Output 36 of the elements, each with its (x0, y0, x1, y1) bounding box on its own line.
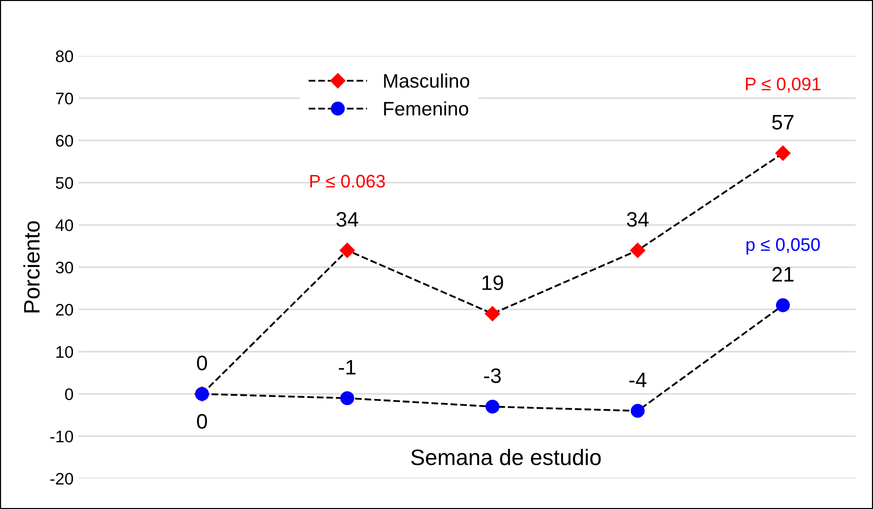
point (340, 391, 354, 406)
y-tick-label: -10 (50, 430, 74, 442)
y-tick-label: 40 (56, 219, 74, 232)
data-label: 0 (197, 356, 207, 370)
y-axis-title: Porciento (23, 221, 40, 312)
data-label: 21 (772, 266, 794, 282)
point (775, 146, 790, 161)
annotation: P ≤ 0,091 (746, 78, 820, 93)
data-label: 34 (336, 212, 358, 227)
y-tick-label: 80 (56, 50, 74, 62)
y-tick-label: -20 (50, 472, 74, 485)
point (340, 242, 355, 258)
data-label: 34 (626, 212, 649, 227)
x-axis-title: Semana de estudio (411, 448, 601, 466)
point (630, 404, 645, 418)
point (484, 306, 500, 322)
y-tick-label: 70 (56, 92, 74, 104)
data-label: -4 (629, 372, 646, 388)
data-label: -1 (338, 360, 356, 374)
data-label: 0 (197, 414, 207, 429)
y-tick-label: 0 (65, 388, 74, 400)
annotation: p ≤ 0,050 (746, 238, 820, 255)
data-label: 57 (772, 115, 794, 130)
y-tick-label: 20 (56, 304, 74, 316)
y-tick-label: 30 (56, 262, 74, 274)
annotation: P ≤ 0.063 (310, 174, 385, 188)
legend-label: Masculino (384, 73, 470, 88)
point (776, 298, 790, 312)
data-label: -3 (484, 368, 501, 384)
point (630, 242, 646, 258)
legend-label: Femenino (384, 101, 468, 116)
point (486, 400, 500, 414)
y-tick-label: 10 (56, 346, 74, 358)
data-label: 19 (482, 275, 504, 290)
y-tick-label: 50 (56, 177, 74, 189)
y-tick-label: 60 (56, 134, 74, 147)
